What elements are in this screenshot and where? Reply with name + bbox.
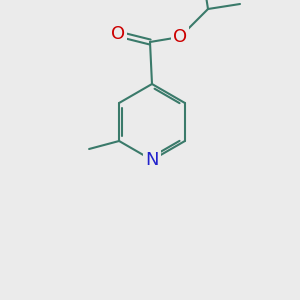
Text: N: N (145, 151, 159, 169)
Text: O: O (111, 25, 125, 43)
Text: O: O (173, 28, 187, 46)
